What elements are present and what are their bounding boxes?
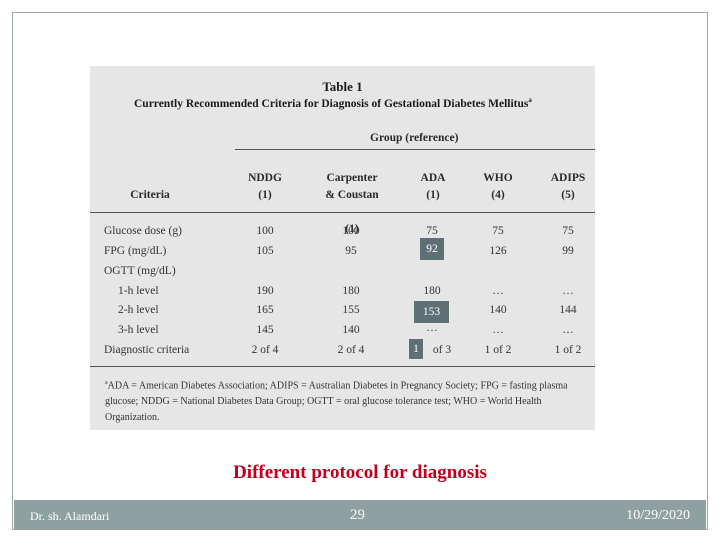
cell: of 3 bbox=[432, 344, 452, 356]
footer-page-number: 29 bbox=[350, 507, 365, 523]
group-divider bbox=[235, 149, 595, 150]
table-title: Table 1 bbox=[322, 79, 363, 94]
row-label-diagnostic-criteria: Diagnostic criteria bbox=[104, 344, 190, 356]
footer-bar: Dr. sh. Alamdari 29 10/29/2020 bbox=[14, 500, 706, 530]
cell: 1 of 2 bbox=[554, 344, 582, 356]
overlay-criteria-ada: 1 bbox=[408, 338, 424, 360]
cell: 165 bbox=[256, 304, 274, 316]
cell: 190 bbox=[256, 285, 274, 297]
row-label-3h: 3-h level bbox=[118, 324, 159, 336]
col-head-nddg: NDDG (1) bbox=[248, 172, 282, 201]
overlay-fpg-ada: 92 bbox=[419, 237, 445, 261]
footnote-divider bbox=[90, 366, 595, 367]
cell: 100 bbox=[256, 225, 274, 237]
cell: 180 bbox=[342, 285, 360, 297]
col-head-who: WHO (4) bbox=[483, 172, 513, 201]
cell: 95 bbox=[345, 245, 357, 257]
cell: 140 bbox=[342, 324, 360, 336]
cell: 105 bbox=[256, 245, 274, 257]
cell: … bbox=[562, 285, 574, 297]
cell: 145 bbox=[256, 324, 274, 336]
cell: 1 of 2 bbox=[484, 344, 512, 356]
cell: 144 bbox=[559, 304, 577, 316]
cell: 99 bbox=[562, 245, 574, 257]
row-label-glucose-dose: Glucose dose (g) bbox=[104, 225, 182, 237]
overlay-2h-ada: 153 bbox=[413, 300, 450, 324]
footnote-mark: a bbox=[105, 380, 108, 386]
col-head-ada: ADA (1) bbox=[420, 172, 446, 201]
col-head-carpenter-coustan: Carpenter & Coustan (1) bbox=[325, 172, 379, 235]
slide-caption: Different protocol for diagnosis bbox=[233, 462, 487, 483]
table-subtitle: Currently Recommended Criteria for Diagn… bbox=[134, 96, 532, 110]
row-label-ogtt: OGTT (mg/dL) bbox=[104, 265, 176, 277]
col-head-adips: ADIPS (5) bbox=[550, 172, 586, 201]
cell: 75 bbox=[492, 225, 504, 237]
cell: 75 bbox=[562, 225, 574, 237]
cell: 140 bbox=[489, 304, 507, 316]
cell: … bbox=[562, 324, 574, 336]
footer-date: 10/29/2020 bbox=[626, 508, 690, 523]
cell: … bbox=[492, 324, 504, 336]
subtitle-footnote-mark: a bbox=[528, 96, 532, 104]
row-label-fpg: FPG (mg/dL) bbox=[104, 245, 167, 257]
criteria-table-image: Table 1 Currently Recommended Criteria f… bbox=[90, 66, 595, 430]
table-footnote: aADA = American Diabetes Association; AD… bbox=[105, 380, 568, 424]
cell: 155 bbox=[342, 304, 360, 316]
cell: … bbox=[426, 322, 438, 334]
footer-author: Dr. sh. Alamdari bbox=[30, 509, 110, 523]
cell: 100 bbox=[342, 225, 360, 237]
cell: 180 bbox=[423, 285, 441, 297]
cell: … bbox=[492, 285, 504, 297]
cell: 2 of 4 bbox=[251, 344, 279, 356]
cell: 2 of 4 bbox=[337, 344, 365, 356]
cell: 75 bbox=[426, 225, 438, 237]
cell: 126 bbox=[489, 245, 507, 257]
col-head-criteria: Criteria bbox=[130, 189, 170, 201]
row-label-2h: 2-h level bbox=[118, 304, 159, 316]
header-divider bbox=[90, 212, 595, 213]
group-header: Group (reference) bbox=[370, 132, 459, 144]
row-label-1h: 1-h level bbox=[118, 285, 159, 297]
